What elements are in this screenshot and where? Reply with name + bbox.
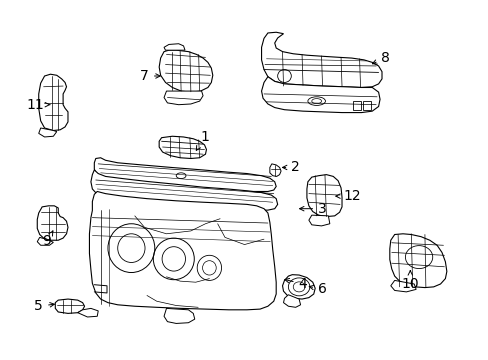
Text: 2: 2 — [282, 161, 300, 175]
Polygon shape — [163, 91, 203, 105]
Polygon shape — [55, 299, 84, 314]
Polygon shape — [159, 50, 212, 92]
Text: 9: 9 — [42, 231, 53, 248]
Text: 6: 6 — [308, 282, 326, 296]
Polygon shape — [94, 158, 276, 192]
Polygon shape — [78, 309, 98, 317]
Text: 5: 5 — [34, 299, 54, 313]
Polygon shape — [306, 175, 341, 217]
Polygon shape — [163, 44, 184, 50]
Text: 4: 4 — [284, 277, 307, 291]
Polygon shape — [269, 164, 281, 176]
Text: 1: 1 — [196, 130, 208, 150]
Text: 8: 8 — [372, 51, 389, 65]
Polygon shape — [37, 237, 53, 245]
Polygon shape — [37, 206, 68, 240]
Polygon shape — [91, 170, 277, 210]
Polygon shape — [163, 309, 194, 323]
Polygon shape — [308, 215, 329, 226]
Text: 12: 12 — [335, 189, 360, 203]
Polygon shape — [389, 234, 446, 288]
Polygon shape — [89, 192, 276, 310]
Polygon shape — [261, 32, 381, 87]
Text: 7: 7 — [140, 69, 160, 83]
Polygon shape — [39, 74, 68, 131]
Polygon shape — [362, 101, 370, 110]
Polygon shape — [159, 136, 206, 158]
Polygon shape — [352, 101, 360, 110]
Polygon shape — [261, 77, 379, 113]
Polygon shape — [282, 275, 315, 299]
Polygon shape — [39, 128, 57, 137]
Text: 11: 11 — [27, 98, 50, 112]
Polygon shape — [283, 295, 300, 307]
Text: 10: 10 — [401, 271, 418, 291]
Text: 3: 3 — [299, 202, 326, 216]
Polygon shape — [390, 280, 415, 292]
